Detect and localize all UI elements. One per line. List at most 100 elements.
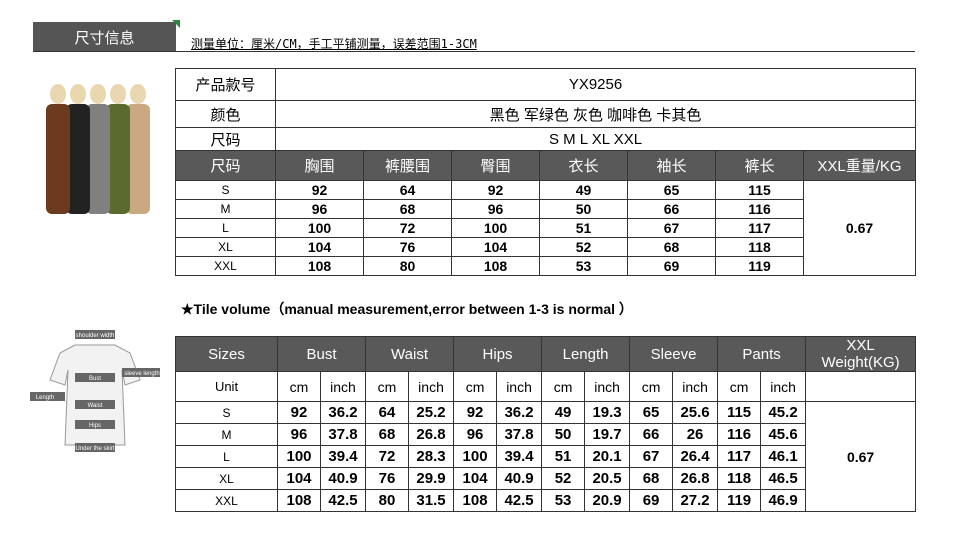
cell: 100 (275, 218, 364, 238)
model-outfit (46, 104, 70, 214)
cell: 92 (451, 180, 540, 200)
cell: 69 (629, 489, 674, 512)
measurement-note: 测量单位：厘米/CM，手工平铺测量，误差范围1-3CM (191, 37, 477, 51)
cell: 37.8 (319, 423, 367, 446)
model-outfit (126, 104, 150, 214)
cell: 40.9 (319, 467, 367, 490)
table-row: XL 104 40.9 76 29.9 104 40.9 52 20.5 68 26.8 118 46.… (175, 467, 916, 490)
column-header: 袖长 (627, 150, 716, 181)
cell: 52 (539, 237, 628, 257)
cell: 119 (717, 489, 762, 512)
column-header: Hips (453, 336, 543, 372)
cell: 116 (717, 423, 762, 446)
cell: 64 (363, 180, 452, 200)
cell: 29.9 (408, 467, 455, 490)
cell: 66 (627, 199, 716, 219)
size-cell: L (175, 218, 276, 238)
cell: 80 (363, 256, 452, 276)
column-header: 尺码 (175, 150, 276, 181)
cell: 25.6 (672, 401, 719, 424)
cell: 69 (627, 256, 716, 276)
model-outfit (106, 104, 130, 214)
cell: 96 (277, 423, 321, 446)
cell: 46.9 (760, 489, 807, 512)
cell: 100 (277, 445, 321, 468)
model-outfit (66, 104, 90, 214)
cell: 80 (365, 489, 410, 512)
unit-label: Unit (175, 371, 278, 402)
diagram-label: shoulder width (76, 333, 115, 339)
cell: 36.2 (319, 401, 367, 424)
cell: 68 (627, 237, 716, 257)
product-label: 产品款号 (175, 68, 276, 101)
cell: 100 (451, 218, 540, 238)
cell: 92 (277, 401, 321, 424)
cell: 72 (365, 445, 410, 468)
size-cell: XXL (175, 256, 276, 276)
cell: 26.8 (408, 423, 455, 446)
unit-cell: inch (672, 371, 719, 402)
cell: 76 (363, 237, 452, 257)
cell: 66 (629, 423, 674, 446)
cell: 67 (629, 445, 674, 468)
cell: 26.8 (672, 467, 719, 490)
cell: 53 (539, 256, 628, 276)
weight-cell: 0.67 (805, 401, 917, 512)
cell: 72 (363, 218, 452, 238)
cell: 45.2 (760, 401, 807, 424)
cell: 104 (277, 467, 321, 490)
unit-cell: inch (319, 371, 367, 402)
cell: 115 (717, 401, 762, 424)
cell: 20.9 (584, 489, 631, 512)
cell: 46.1 (760, 445, 807, 468)
cell: 39.4 (319, 445, 367, 468)
column-header: Length (541, 336, 631, 372)
cell: 68 (365, 423, 410, 446)
cell: 67 (627, 218, 716, 238)
cell: 115 (715, 180, 804, 200)
size-cell: S (175, 180, 276, 200)
unit-cell: inch (760, 371, 807, 402)
cell: 50 (539, 199, 628, 219)
unit-cell: cm (277, 371, 321, 402)
color-label: 颜色 (175, 100, 276, 128)
cell: 40.9 (496, 467, 543, 490)
cell: 28.3 (408, 445, 455, 468)
column-header: XXL Weight(KG) (805, 336, 917, 372)
diagram-label: Bust (89, 376, 101, 382)
unit-cell: cm (629, 371, 674, 402)
cell: 20.5 (584, 467, 631, 490)
cell: 42.5 (496, 489, 543, 512)
cell: 119 (715, 256, 804, 276)
cell: 64 (365, 401, 410, 424)
cell: 92 (275, 180, 364, 200)
unit-cell: cm (453, 371, 498, 402)
column-header: Pants (717, 336, 807, 372)
cell: 31.5 (408, 489, 455, 512)
diagram-label: sleeve length (124, 371, 159, 377)
model-head (90, 84, 106, 104)
cell: 39.4 (496, 445, 543, 468)
cell: 49 (539, 180, 628, 200)
unit-cell: cm (365, 371, 410, 402)
size-cell: XL (175, 467, 278, 490)
unit-cell: inch (408, 371, 455, 402)
unit-cell: inch (496, 371, 543, 402)
column-header: 衣长 (539, 150, 628, 181)
cell: 96 (275, 199, 364, 219)
cell: 19.3 (584, 401, 631, 424)
cell: 36.2 (496, 401, 543, 424)
unit-cell: cm (717, 371, 762, 402)
cell: 50 (541, 423, 586, 446)
cell: 19.7 (584, 423, 631, 446)
cell: 45.6 (760, 423, 807, 446)
product-photo (46, 84, 150, 214)
cell: 116 (715, 199, 804, 219)
column-header: 臀围 (451, 150, 540, 181)
column-header: 胸围 (275, 150, 364, 181)
table-row: L 100 39.4 72 28.3 100 39.4 51 20.1 67 26.4 117 46.1 (175, 445, 916, 468)
diagram-label: Length (36, 395, 54, 401)
cell: 108 (277, 489, 321, 512)
cell: 53 (541, 489, 586, 512)
section-tag: 尺寸信息 (33, 22, 176, 52)
